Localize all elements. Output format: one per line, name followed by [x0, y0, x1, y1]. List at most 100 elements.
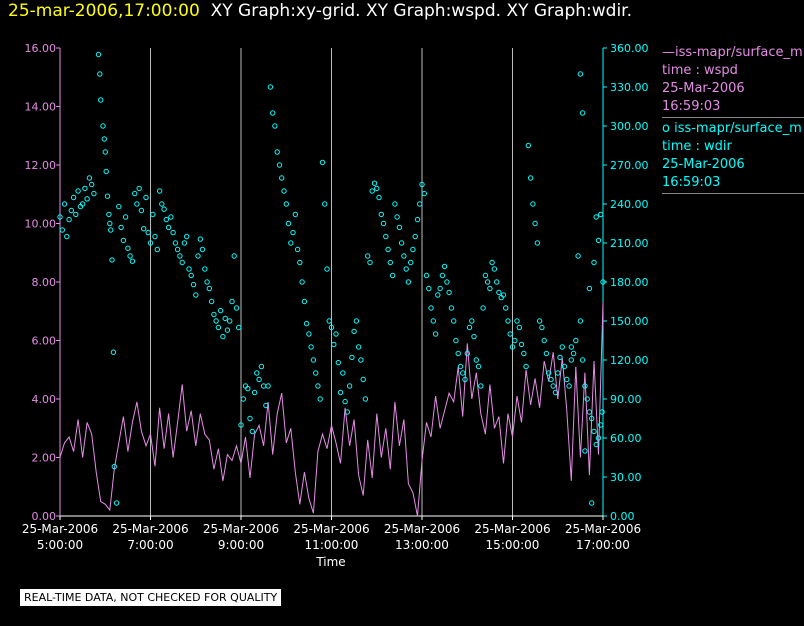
legend-wdir-date: 25-Mar-2006 [662, 157, 745, 172]
point-wdir [245, 385, 251, 392]
point-wdir [448, 305, 455, 311]
point-wdir [213, 318, 219, 324]
point-wdir [315, 383, 321, 389]
point-wdir [579, 110, 586, 116]
point-wdir [451, 318, 457, 324]
y-right-tick-label: 0.00 [610, 510, 635, 523]
point-wdir [575, 253, 581, 259]
point-wdir [365, 253, 371, 259]
point-wdir [324, 266, 330, 272]
point-wdir [108, 227, 114, 233]
point-wdir [521, 350, 527, 357]
point-wdir [68, 207, 75, 214]
point-wdir [310, 357, 317, 363]
y-right-tick-label: 330.00 [610, 81, 649, 94]
point-wdir [202, 266, 208, 272]
point-wdir [102, 149, 109, 155]
point-wdir [573, 337, 579, 344]
point-wdir [394, 214, 400, 220]
title-spacer [200, 1, 211, 21]
point-wdir [249, 428, 256, 435]
point-wdir [193, 292, 199, 298]
point-wdir [437, 285, 443, 292]
point-wdir [294, 246, 301, 253]
point-wdir [591, 259, 597, 266]
point-wdir [367, 259, 373, 266]
point-wdir [417, 201, 423, 207]
point-wdir [75, 188, 81, 194]
point-wdir [600, 279, 606, 285]
point-wdir [188, 272, 194, 279]
point-wdir [568, 357, 574, 363]
point-wdir [204, 279, 210, 285]
point-wdir [421, 190, 427, 197]
point-wdir [566, 383, 572, 389]
point-wdir [195, 253, 201, 259]
point-wdir [387, 259, 393, 266]
point-wdir [258, 363, 265, 370]
point-wdir [480, 305, 486, 311]
point-wdir [505, 318, 511, 324]
y-left-tick-label: 10.00 [25, 218, 57, 231]
point-wdir [496, 289, 502, 296]
point-wdir [132, 190, 138, 197]
point-wdir [439, 272, 446, 279]
point-wdir [179, 259, 185, 266]
point-wdir [106, 211, 112, 218]
point-wdir [342, 398, 348, 405]
y-right-tick-label: 150.00 [610, 315, 649, 328]
point-wdir [199, 246, 206, 253]
x-tick-label-date: 25-Mar-2006 [203, 522, 279, 536]
point-wdir [484, 279, 491, 285]
point-wdir [589, 415, 595, 422]
point-wdir [408, 259, 414, 266]
point-wdir [577, 71, 584, 77]
point-wdir [355, 344, 362, 350]
point-wdir [401, 253, 407, 259]
point-wdir [543, 350, 550, 357]
y-right-tick-label: 210.00 [610, 237, 649, 250]
point-wdir [89, 181, 95, 188]
y-left-tick-label: 0.00 [32, 510, 57, 523]
point-wdir [263, 402, 269, 409]
point-wdir [64, 233, 70, 240]
y-left-tick-label: 14.00 [25, 101, 57, 114]
point-wdir [70, 194, 77, 201]
point-wdir [539, 324, 545, 331]
legend-wdir-time: 16:59:03 [662, 175, 721, 190]
y-right-tick-label: 90.00 [610, 393, 642, 406]
x-axis-title: Time [316, 555, 346, 569]
point-wdir [326, 318, 332, 324]
chart-title: 25-mar-2006,17:00:00 XY Graph:xy-grid. X… [8, 0, 632, 22]
point-wdir [507, 331, 513, 337]
point-wdir [457, 363, 464, 370]
point-wdir [174, 246, 181, 253]
point-wdir [514, 318, 520, 324]
point-wdir [383, 233, 389, 240]
point-wdir [362, 396, 369, 402]
point-wdir [217, 307, 224, 314]
point-wdir [593, 441, 599, 448]
point-wdir [165, 224, 172, 231]
point-wdir [111, 463, 118, 470]
point-wdir [247, 415, 253, 422]
point-wdir [494, 279, 500, 285]
point-wdir [552, 389, 559, 396]
point-wdir [534, 240, 541, 246]
x-tick-label-date: 25-Mar-2006 [474, 522, 550, 536]
point-wdir [59, 227, 65, 233]
point-wdir [270, 110, 276, 116]
point-wdir [523, 363, 529, 370]
point-wdir [392, 201, 398, 207]
point-wdir [376, 194, 382, 201]
point-wdir [122, 214, 129, 220]
y-left-tick-label: 12.00 [25, 159, 57, 172]
point-wdir [489, 259, 495, 266]
point-wdir [227, 318, 233, 324]
point-wdir [98, 97, 104, 103]
point-wdir [267, 84, 274, 90]
point-wdir [297, 259, 303, 266]
point-wdir [398, 240, 405, 246]
point-wdir [254, 370, 260, 376]
point-wdir [256, 376, 262, 383]
